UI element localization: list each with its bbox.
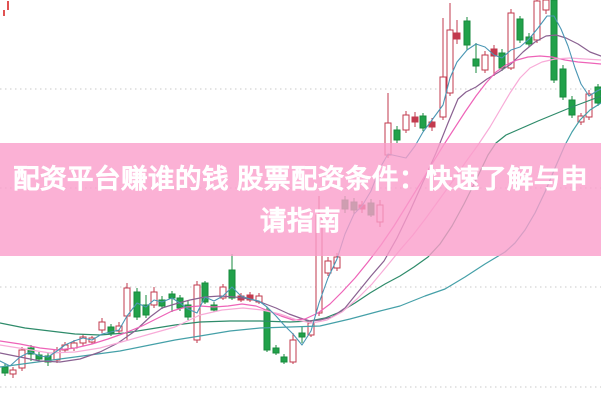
headline-line2: 请指南 bbox=[260, 205, 341, 236]
headline-banner-overlay: 配资平台赚谁的钱 股票配资条件：快速了解与申 请指南 bbox=[0, 143, 601, 256]
headline-line1: 配资平台赚谁的钱 股票配资条件：快速了解与申 bbox=[13, 163, 588, 194]
